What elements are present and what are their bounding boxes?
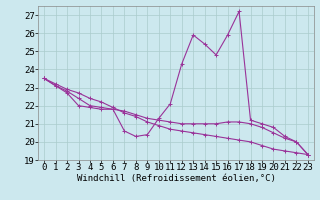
X-axis label: Windchill (Refroidissement éolien,°C): Windchill (Refroidissement éolien,°C) bbox=[76, 174, 276, 183]
